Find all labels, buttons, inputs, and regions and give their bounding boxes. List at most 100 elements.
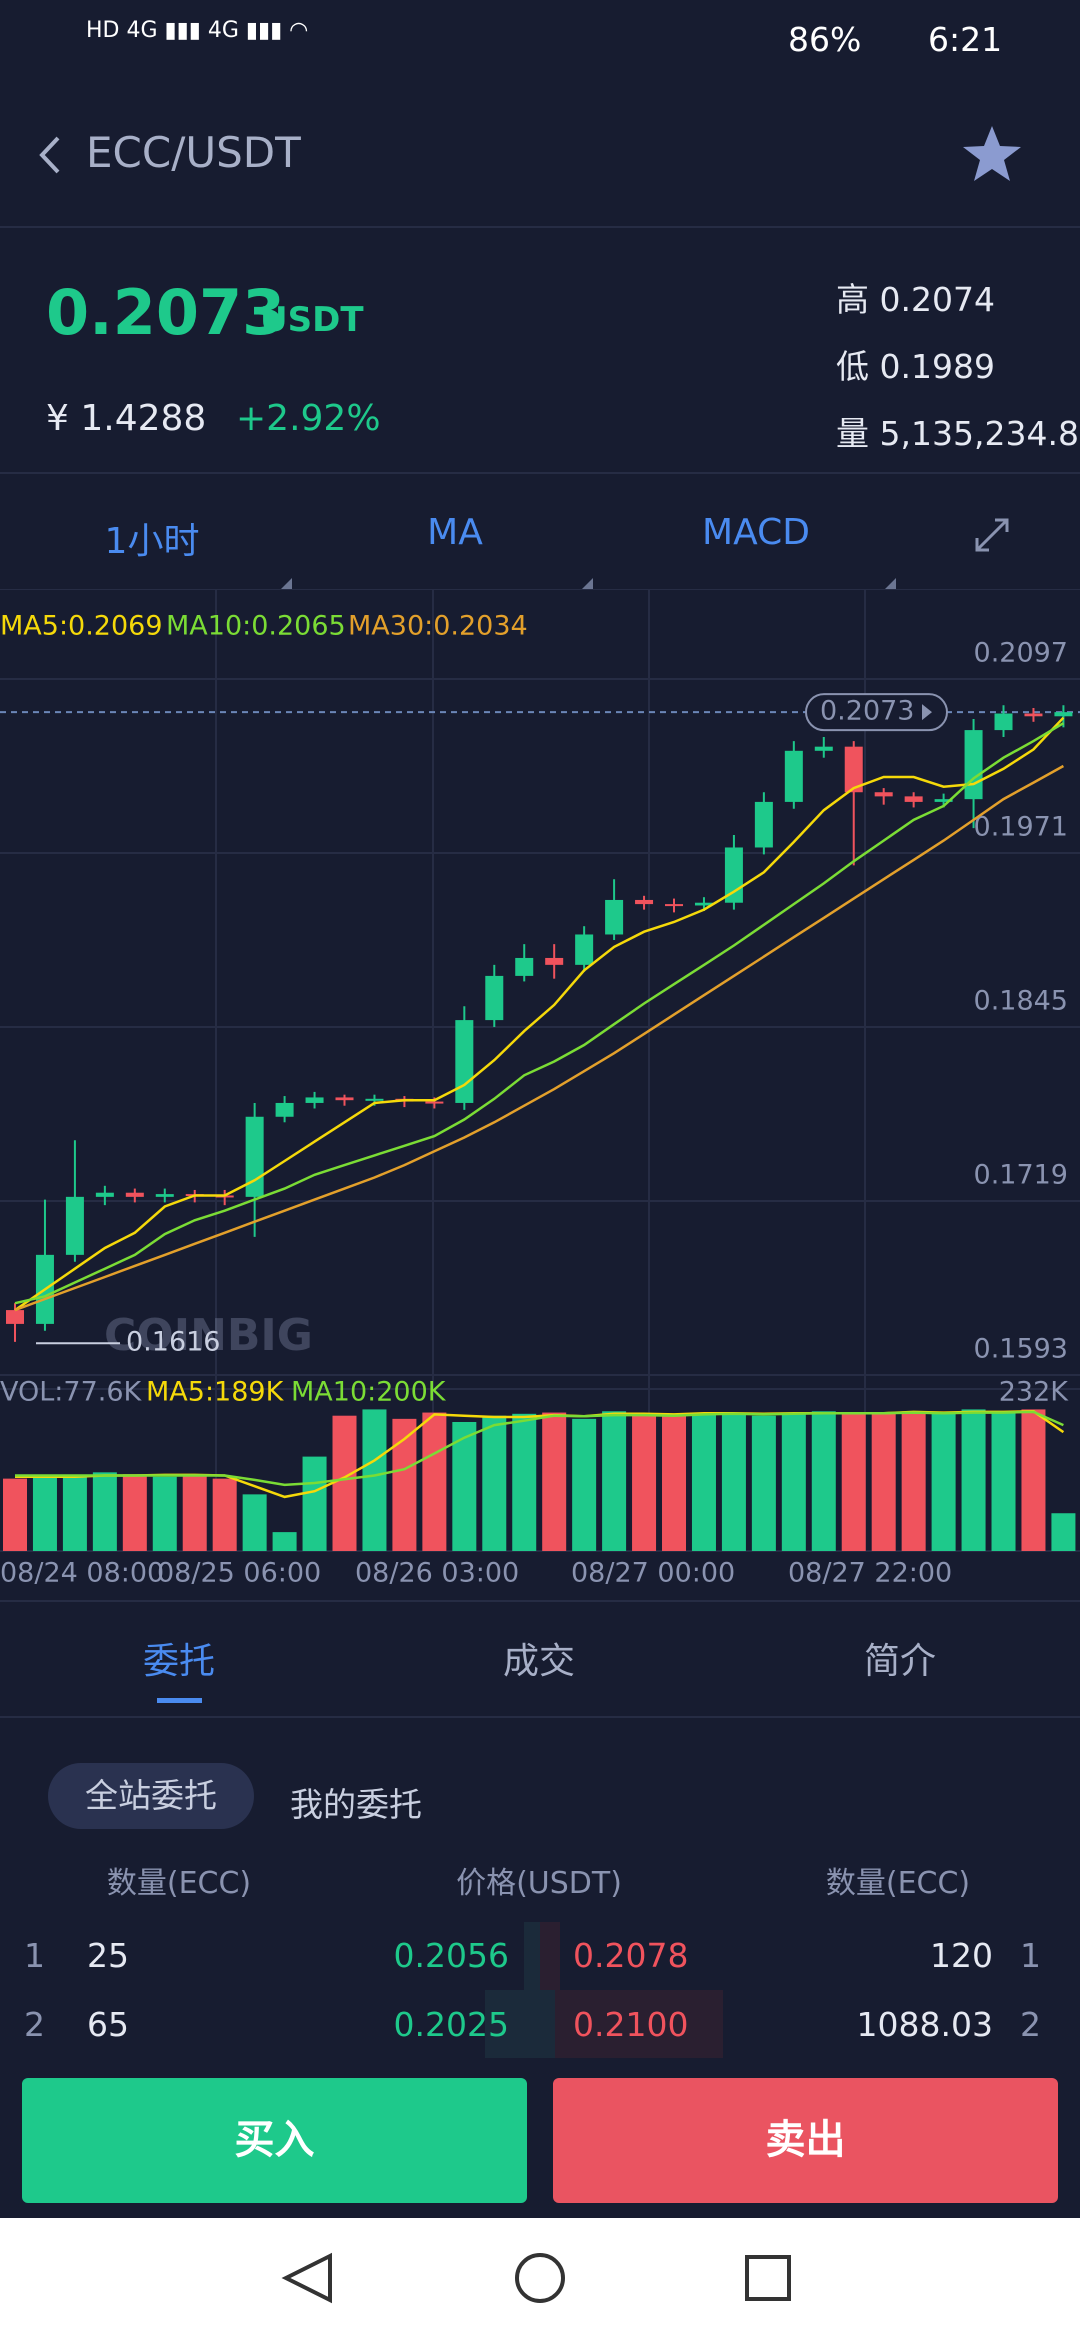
divider (0, 1716, 1080, 1718)
x-tick-label: 08/26 03:00 (355, 1558, 519, 1589)
candle-body (784, 750, 803, 802)
y-tick-label: 0.1719 (974, 1160, 1068, 1191)
volume-bar (482, 1415, 507, 1551)
volume-bar (542, 1412, 567, 1551)
volume-bar (212, 1478, 237, 1551)
ma-legend: MA10:0.2065 (166, 611, 346, 642)
volume-bar (332, 1415, 357, 1551)
candle-body (275, 1102, 294, 1117)
candle-body (95, 1192, 114, 1197)
order-header: 价格(USDT) (456, 1866, 622, 1901)
order-cell: 0.2078 (573, 1936, 689, 1975)
volume-bar (3, 1478, 27, 1551)
volume-bar (1021, 1409, 1046, 1551)
buy-button[interactable]: 买入 (22, 2078, 527, 2203)
volume-bar (392, 1418, 417, 1551)
volume-bar (32, 1475, 57, 1551)
status-battery: 86% (788, 20, 862, 59)
depth-bar (540, 1922, 560, 1990)
candle-body (934, 799, 953, 802)
candle-body (65, 1196, 84, 1255)
y-tick-label: 0.2097 (974, 638, 1068, 669)
interval-tab[interactable]: 1小时 (104, 521, 200, 562)
volume: 5,135,234.80 (879, 414, 1080, 453)
cny-price: ¥ 1.4288 (46, 398, 207, 439)
candle-body (155, 1194, 174, 1197)
tab[interactable]: 简介 (863, 1641, 936, 1682)
ma-legend: MA5:0.2069 (0, 611, 163, 642)
tab-indicator (157, 1698, 202, 1703)
volume-bar (781, 1412, 806, 1551)
order-cell: 2 (24, 2005, 45, 2044)
tab-decor (280, 518, 1009, 590)
volume-bar (751, 1415, 776, 1551)
nav-recent[interactable] (745, 2255, 791, 2301)
candle-body (455, 1020, 474, 1103)
volume-bar (662, 1413, 687, 1551)
volume-bar (841, 1413, 866, 1551)
candle-body (575, 934, 594, 965)
sell-button[interactable]: 卖出 (553, 2078, 1058, 2203)
macd-tab[interactable]: MACD (702, 512, 810, 553)
volume-bar (632, 1415, 657, 1551)
candle-body (545, 957, 564, 965)
order-cell: 120 (930, 1936, 993, 1975)
sub-tab[interactable]: 我的委托 (290, 1785, 422, 1824)
last-price: 0.2073 (46, 276, 286, 349)
order-cell: 0.2025 (393, 2005, 509, 2044)
low-marker-label: 0.1616 (126, 1327, 220, 1358)
stats: 高 0.2074 低 0.1989 量 5,135,234.80 (836, 266, 1080, 467)
order-cell: 65 (87, 2005, 129, 2044)
nav-bar (0, 2218, 1080, 2340)
order-cell: 1088.03 (856, 2005, 993, 2044)
candle-body (964, 730, 983, 800)
ma-tab[interactable]: MA (427, 512, 483, 553)
volume-bar (572, 1418, 597, 1551)
ma-legend: MA30:0.2034 (348, 611, 528, 642)
volume-bar (512, 1413, 537, 1551)
volume-legend: VOL:77.6K (0, 1377, 143, 1408)
current-price-label: 0.2073 (820, 696, 914, 727)
candle-body (605, 899, 624, 935)
tab[interactable]: 委托 (142, 1641, 215, 1682)
pair-title: ECC/USDT (86, 128, 301, 177)
candle-body (665, 904, 684, 907)
candle-body (365, 1098, 384, 1101)
back-button[interactable] (30, 130, 70, 180)
volume-ma-line (15, 1410, 1064, 1487)
divider (0, 1600, 1080, 1602)
tab[interactable]: 成交 (502, 1641, 575, 1682)
order-cell: 0.2056 (393, 1936, 509, 1975)
low: 0.1989 (879, 347, 995, 386)
volume-bar (242, 1494, 267, 1551)
nav-home[interactable] (515, 2253, 565, 2303)
volume-legend: MA5:189K (146, 1377, 285, 1408)
watermark: COINBIG (104, 1310, 313, 1361)
order-cell: 1 (24, 1936, 45, 1975)
y-tick-label: 0.1971 (974, 812, 1068, 843)
candle-body (1024, 713, 1043, 717)
nav-back[interactable] (281, 2252, 332, 2304)
x-tick-label: 08/24 08:00 (0, 1558, 164, 1589)
volume-bar (691, 1412, 716, 1551)
ma-line (14, 716, 1065, 1312)
volume-bar (811, 1411, 836, 1551)
favorite-star[interactable] (960, 122, 1024, 186)
volume-legend: MA10:200K (291, 1377, 447, 1408)
volume-bar (422, 1412, 447, 1551)
sub-tab-active[interactable]: 全站委托 (48, 1763, 254, 1829)
volume-bar (122, 1474, 147, 1551)
order-cell: 25 (87, 1936, 129, 1975)
candle-body (904, 796, 923, 802)
y-tick-label: 0.1593 (974, 1334, 1068, 1365)
expand-icon[interactable] (975, 518, 1009, 552)
volume-bar (272, 1532, 297, 1551)
volume-bar (302, 1456, 327, 1551)
status-network: HD 4G ▮▮▮ 4G ▮▮▮ ◠ (86, 18, 309, 43)
volume-bar (1051, 1513, 1076, 1551)
volume-bar (602, 1411, 627, 1551)
candle-body (874, 792, 893, 797)
y-tick-label: 0.1845 (974, 986, 1068, 1017)
volume-bar (452, 1421, 477, 1551)
